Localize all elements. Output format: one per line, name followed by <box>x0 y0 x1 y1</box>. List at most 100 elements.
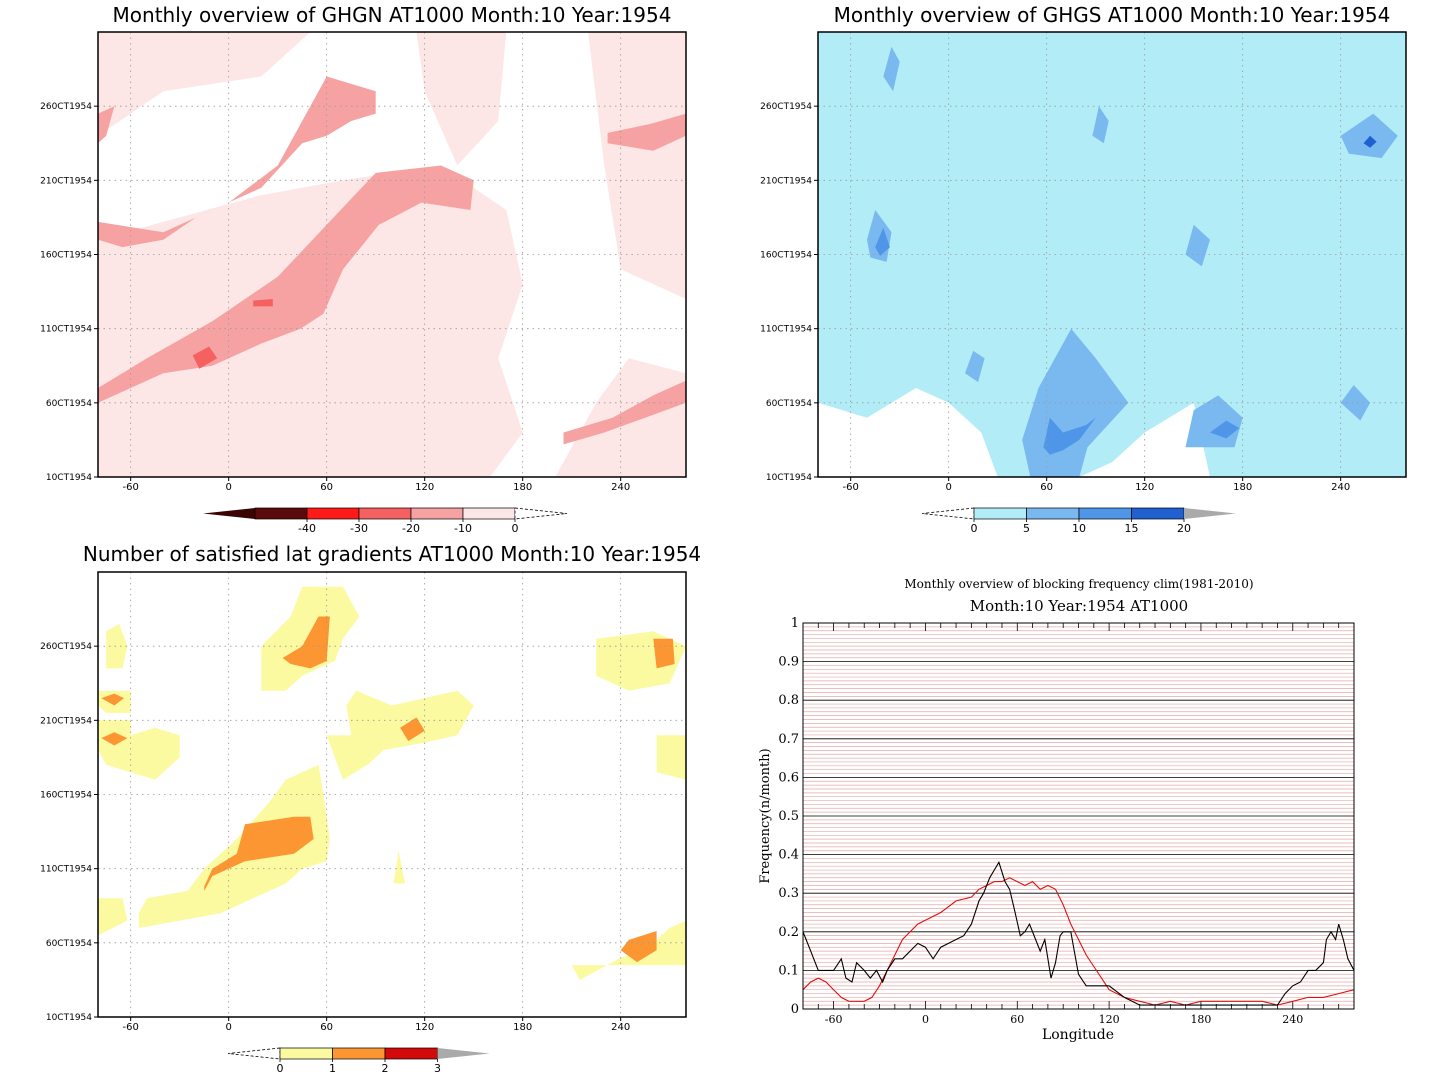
x-tick-label: -60 <box>842 482 858 493</box>
x-tick-label: 60 <box>1010 1013 1024 1026</box>
y-axis: 0 0.1 0.2 0.3 0.4 0.5 0.6 0.7 0.8 0.9 1 <box>778 616 799 1017</box>
colorbar-extend-min <box>921 507 975 520</box>
contour-region <box>607 113 686 151</box>
x-tick-label: -60 <box>825 1013 843 1026</box>
x-axis: -60 0 60 120 180 240 <box>122 1017 630 1033</box>
y-tick-label: 10CT1954 <box>766 473 812 483</box>
contour-region <box>98 106 115 144</box>
x-tick-label: 120 <box>1099 1013 1120 1026</box>
contour-region <box>106 623 128 669</box>
y-tick-label: 60CT1954 <box>46 399 92 409</box>
y-tick-label: 110CT1954 <box>40 325 92 335</box>
x-axis: -60 0 60 120 180 240 <box>842 477 1350 493</box>
y-tick-label: 210CT1954 <box>760 176 812 186</box>
contour-region <box>1340 385 1371 421</box>
contour-region <box>204 816 314 891</box>
chart-subtitle: Month:10 Year:1954 AT1000 <box>970 597 1188 615</box>
colorbar-swatch <box>1078 507 1132 520</box>
x-tick-label: 60 <box>320 482 333 493</box>
y-axis: 260CT1954 210CT1954 160CT1954 110CT1954 60CT… <box>40 642 98 1023</box>
contour-region <box>818 32 1406 477</box>
y-axis: 260CT1954 210CT1954 160CT1954 110CT1954 60CT… <box>40 102 98 483</box>
contour-region <box>1210 420 1240 439</box>
colorbar-swatch <box>462 507 516 520</box>
y-tick-label: 0.1 <box>778 963 799 978</box>
contour-region <box>98 165 474 403</box>
x-tick-label: 180 <box>1190 1013 1211 1026</box>
colorbar-swatch <box>973 507 1027 520</box>
x-axis: -60 0 60 120 180 240 <box>825 1013 1304 1026</box>
y-tick-label: 0.3 <box>778 886 799 901</box>
colorbar-extend-max <box>437 1048 490 1059</box>
contour-region <box>101 732 128 746</box>
colorbar-swatch <box>332 1047 386 1060</box>
x-tick-label: 0 <box>922 1013 929 1026</box>
x-tick-label: 240 <box>1282 1013 1303 1026</box>
panel-lat-gradients: Number of satisfied lat gradients AT1000… <box>40 542 701 1075</box>
x-tick-label: -60 <box>122 1022 138 1033</box>
colorbar: 0 1 2 3 <box>227 1047 490 1075</box>
contour-region <box>1043 417 1096 455</box>
contour-region <box>1185 224 1210 267</box>
y-tick-label: 60CT1954 <box>766 399 812 409</box>
y-tick-label: 60CT1954 <box>46 939 92 949</box>
x-tick-label: -60 <box>122 482 138 493</box>
x-tick-label: 120 <box>415 482 434 493</box>
panel-title: Monthly overview of GHGN AT1000 Month:10… <box>113 3 672 27</box>
colorbar-swatch <box>358 507 412 520</box>
x-tick-label: 0 <box>225 1022 231 1033</box>
colorbar-extend-max <box>1184 508 1236 519</box>
y-tick-label: 0.2 <box>778 925 799 940</box>
contour-region <box>416 32 507 166</box>
contour-region <box>1363 135 1377 148</box>
y-tick-label: 0.7 <box>778 732 799 747</box>
contour-region <box>138 764 330 928</box>
contour-region <box>393 850 406 884</box>
colorbar-label: 1 <box>329 1062 336 1075</box>
y-tick-label: 0.5 <box>778 809 799 824</box>
colorbar-label: 20 <box>1177 522 1191 535</box>
contour-layer <box>98 32 686 477</box>
y-tick-label: 210CT1954 <box>40 176 92 186</box>
colorbar-label: 2 <box>382 1062 389 1075</box>
contour-region <box>326 690 474 780</box>
contour-region <box>282 616 330 669</box>
major-gridlines <box>803 622 1354 1010</box>
y-tick-label: 0.4 <box>778 848 799 863</box>
plot-frame <box>802 622 1355 1010</box>
panel-ghgn: Monthly overview of GHGN AT1000 Month:10… <box>40 3 687 535</box>
colorbar-label: 0 <box>512 522 519 535</box>
panel-title: Monthly overview of GHGS AT1000 Month:10… <box>834 3 1391 27</box>
chart-title: Monthly overview of blocking frequency c… <box>904 577 1253 591</box>
contour-region <box>620 931 657 963</box>
x-tick-label: 120 <box>1135 482 1154 493</box>
y-axis: 260CT1954 210CT1954 160CT1954 110CT1954 60CT… <box>760 102 818 483</box>
colorbar-swatch <box>1026 507 1080 520</box>
y-tick-label: 260CT1954 <box>760 102 812 112</box>
colorbar-label: -30 <box>350 522 368 535</box>
y-tick-label: 160CT1954 <box>760 251 812 261</box>
x-axis: -60 0 60 120 180 240 <box>122 477 630 493</box>
colorbar-label: 3 <box>434 1062 441 1075</box>
colorbar: -40 -30 -20 -10 0 <box>203 507 568 535</box>
colorbar-label: -40 <box>298 522 316 535</box>
contour-region <box>1092 106 1109 144</box>
y-tick-label: 260CT1954 <box>40 642 92 652</box>
contour-region <box>653 638 675 669</box>
colorbar-label: 10 <box>1072 522 1086 535</box>
y-tick-label: 160CT1954 <box>40 251 92 261</box>
contour-region <box>192 346 218 369</box>
contour-region <box>571 920 686 980</box>
panel-blocking-frequency: Monthly overview of blocking frequency c… <box>758 577 1355 1043</box>
colorbar-label: 5 <box>1023 522 1030 535</box>
contour-region <box>101 693 125 706</box>
colorbar-swatch <box>1131 507 1185 520</box>
x-axis-label: Longitude <box>1042 1027 1114 1043</box>
colorbar-swatch <box>279 1047 333 1060</box>
x-tick-label: 60 <box>320 1022 333 1033</box>
colorbar-label: -20 <box>402 522 420 535</box>
series-lines <box>802 860 1355 1006</box>
contour-region <box>98 720 180 780</box>
y-tick-label: 0.8 <box>778 693 799 708</box>
